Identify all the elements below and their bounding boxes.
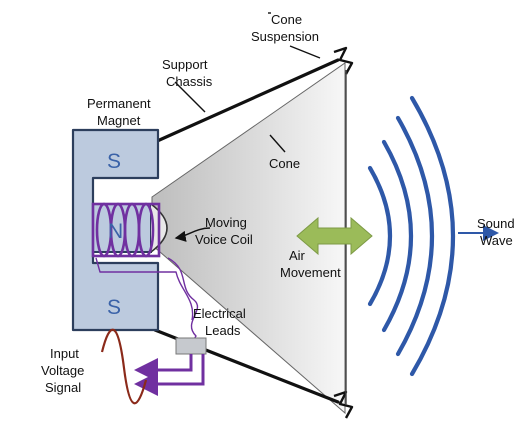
label-air-movement-2: Movement [280,265,341,280]
label-input-voltage-signal-2: Voltage [41,363,84,378]
label-support-chassis-1: Support [162,57,208,72]
pole-n-center: N [108,220,123,243]
label-permanent-magnet-1: Permanent [87,96,151,111]
label-cone: Cone [269,156,300,171]
label-moving-voice-coil-2: Voice Coil [195,232,253,247]
input-leads [140,354,203,384]
terminal-block [176,338,206,354]
label-electrical-leads-1: Electrical [193,306,246,321]
input-signal-wave [102,330,146,404]
label-support-chassis-2: Chassis [166,74,213,89]
label-air-movement-1: Air [289,248,306,263]
label-sound-wave-2: Wave [480,233,513,248]
sound-waves [370,98,453,374]
pole-s-top: S [107,150,121,173]
label-sound-wave-1: Sound [477,216,515,231]
label-cone-suspension-2: Suspension [251,29,319,44]
label-cone-suspension-1: Cone [271,12,302,27]
pole-s-bottom: S [107,296,121,319]
label-permanent-magnet-2: Magnet [97,113,141,128]
label-electrical-leads-2: Leads [205,323,241,338]
label-input-voltage-signal-3: Signal [45,380,81,395]
label-input-voltage-signal-1: Input [50,346,79,361]
label-moving-voice-coil-1: Moving [205,215,247,230]
